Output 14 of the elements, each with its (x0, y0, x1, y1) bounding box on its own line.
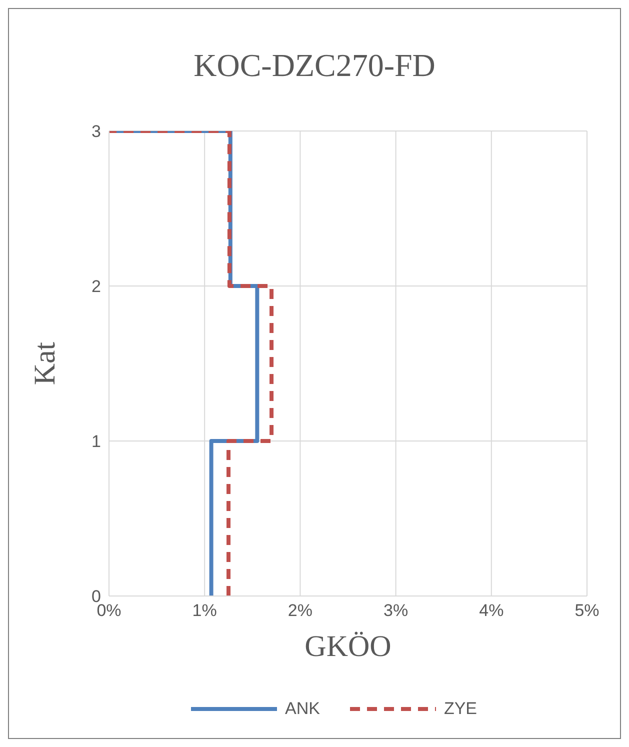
x-tick-label: 4% (479, 601, 504, 620)
x-axis-title: GKÖO (304, 630, 392, 663)
y-axis-title: Kat (28, 341, 62, 386)
y-tick-label: 2 (92, 277, 101, 296)
y-tick-label: 3 (92, 122, 101, 142)
x-tick-label: 2% (288, 601, 312, 620)
x-tick-label: 5% (574, 601, 600, 620)
x-tick-label: 1% (192, 601, 217, 620)
text: ZYE (444, 699, 478, 719)
x-tick-label: 3% (384, 601, 408, 620)
y-tick-label: 1 (92, 432, 101, 452)
x-tick-label: 0% (96, 601, 122, 620)
text: ANK (284, 699, 320, 719)
chart-title: KOC-DZC270-FD (192, 47, 436, 84)
